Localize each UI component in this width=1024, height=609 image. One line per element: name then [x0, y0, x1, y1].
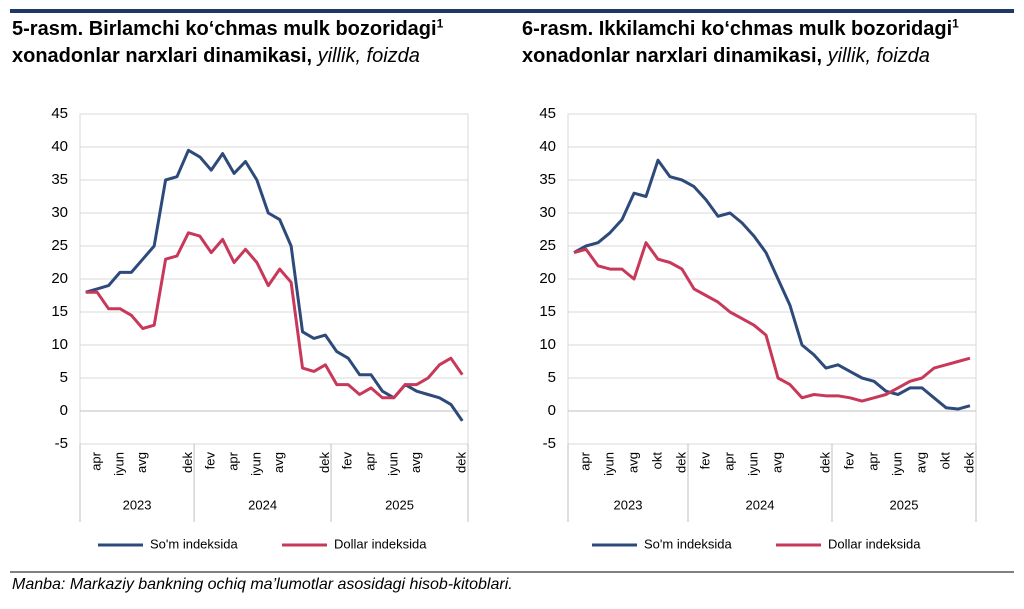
x-tick-label: avg: [625, 452, 640, 473]
x-tick-label: fev: [697, 452, 712, 470]
subtitle: yillik, foizda: [827, 45, 930, 67]
footnote-mark: 1: [436, 16, 444, 31]
y-tick-label: 15: [51, 303, 68, 320]
y-tick-label: 30: [51, 204, 68, 221]
x-tick-label: okt: [937, 452, 952, 470]
x-tick-label: avg: [408, 452, 423, 473]
y-tick-label: -5: [543, 435, 556, 452]
x-tick-label: okt: [649, 452, 664, 470]
x-tick-label: fev: [340, 452, 355, 470]
y-tick-label: 0: [60, 402, 68, 419]
x-tick-label: avg: [134, 452, 149, 473]
x-tick-label: iyun: [745, 452, 760, 476]
group-label: 2025: [385, 497, 414, 512]
footnote-mark: 1: [952, 16, 959, 31]
data-line: [85, 231, 464, 400]
x-tick-label: dek: [454, 452, 469, 473]
data-line: [573, 158, 971, 411]
legend-label: Dollar indeksida: [828, 536, 921, 551]
x-tick-label: iyun: [248, 452, 263, 476]
y-tick-label: 40: [539, 138, 556, 155]
x-tick-label: dek: [961, 452, 976, 473]
x-tick-label: iyun: [111, 452, 126, 476]
y-tick-label: 5: [548, 369, 556, 386]
x-tick-label: avg: [769, 452, 784, 473]
source-note: Manba: Markaziy bankning ochiq ma’lumotl…: [12, 576, 513, 593]
group-label: 2024: [746, 497, 775, 512]
legend-label: Dollar indeksida: [334, 536, 427, 551]
x-tick-label: apr: [721, 451, 736, 470]
x-tick-label: avg: [913, 452, 928, 473]
x-tick-label: iyun: [601, 452, 616, 476]
y-tick-label: 20: [539, 270, 556, 287]
x-tick-label: apr: [225, 451, 240, 470]
y-tick-label: 25: [51, 237, 68, 254]
x-tick-label: iyun: [889, 452, 904, 476]
x-tick-label: dek: [180, 452, 195, 473]
subtitle: yillik, foizda: [317, 45, 420, 67]
group-label: 2023: [123, 497, 152, 512]
x-tick-label: apr: [865, 451, 880, 470]
y-tick-label: 30: [539, 204, 556, 221]
y-tick-label: 45: [539, 105, 556, 122]
data-line: [85, 148, 464, 422]
group-label: 2023: [614, 497, 643, 512]
x-tick-label: dek: [317, 452, 332, 473]
legend-label: So'm indeksida: [644, 536, 733, 551]
y-tick-label: 10: [51, 336, 68, 353]
x-tick-label: iyun: [385, 452, 400, 476]
title-text: 6-rasm. Ikkilamchi ko‘chmas mulk bozorid…: [522, 18, 953, 40]
x-tick-label: avg: [271, 452, 286, 473]
group-label: 2025: [890, 497, 919, 512]
y-tick-label: 25: [539, 237, 556, 254]
x-tick-label: dek: [817, 452, 832, 473]
y-tick-label: 5: [60, 369, 68, 386]
x-tick-label: apr: [89, 451, 104, 470]
x-tick-label: fev: [841, 452, 856, 470]
y-tick-label: 20: [51, 270, 68, 287]
title-text: xonadonlar narxlari dinamikasi,: [12, 45, 313, 67]
x-tick-label: apr: [362, 451, 377, 470]
y-tick-label: 40: [51, 138, 68, 155]
x-tick-label: apr: [577, 451, 592, 470]
data-line: [573, 241, 971, 403]
title-text: 5-rasm. Birlamchi ko‘chmas mulk bozorida…: [12, 18, 437, 40]
x-tick-label: fev: [203, 452, 218, 470]
chart-title: 5-rasm. Birlamchi ko‘chmas mulk bozorida…: [12, 16, 482, 70]
y-tick-label: 35: [539, 171, 556, 188]
y-tick-label: -5: [55, 435, 68, 452]
y-tick-label: 35: [51, 171, 68, 188]
y-tick-label: 15: [539, 303, 556, 320]
legend-label: So'm indeksida: [150, 536, 239, 551]
group-label: 2024: [248, 497, 277, 512]
y-tick-label: 45: [51, 105, 68, 122]
title-text: xonadonlar narxlari dinamikasi,: [522, 45, 823, 67]
y-tick-label: 0: [548, 402, 556, 419]
x-tick-label: dek: [673, 452, 688, 473]
chart-title: 6-rasm. Ikkilamchi ko‘chmas mulk bozorid…: [522, 16, 992, 70]
y-tick-label: 10: [539, 336, 556, 353]
